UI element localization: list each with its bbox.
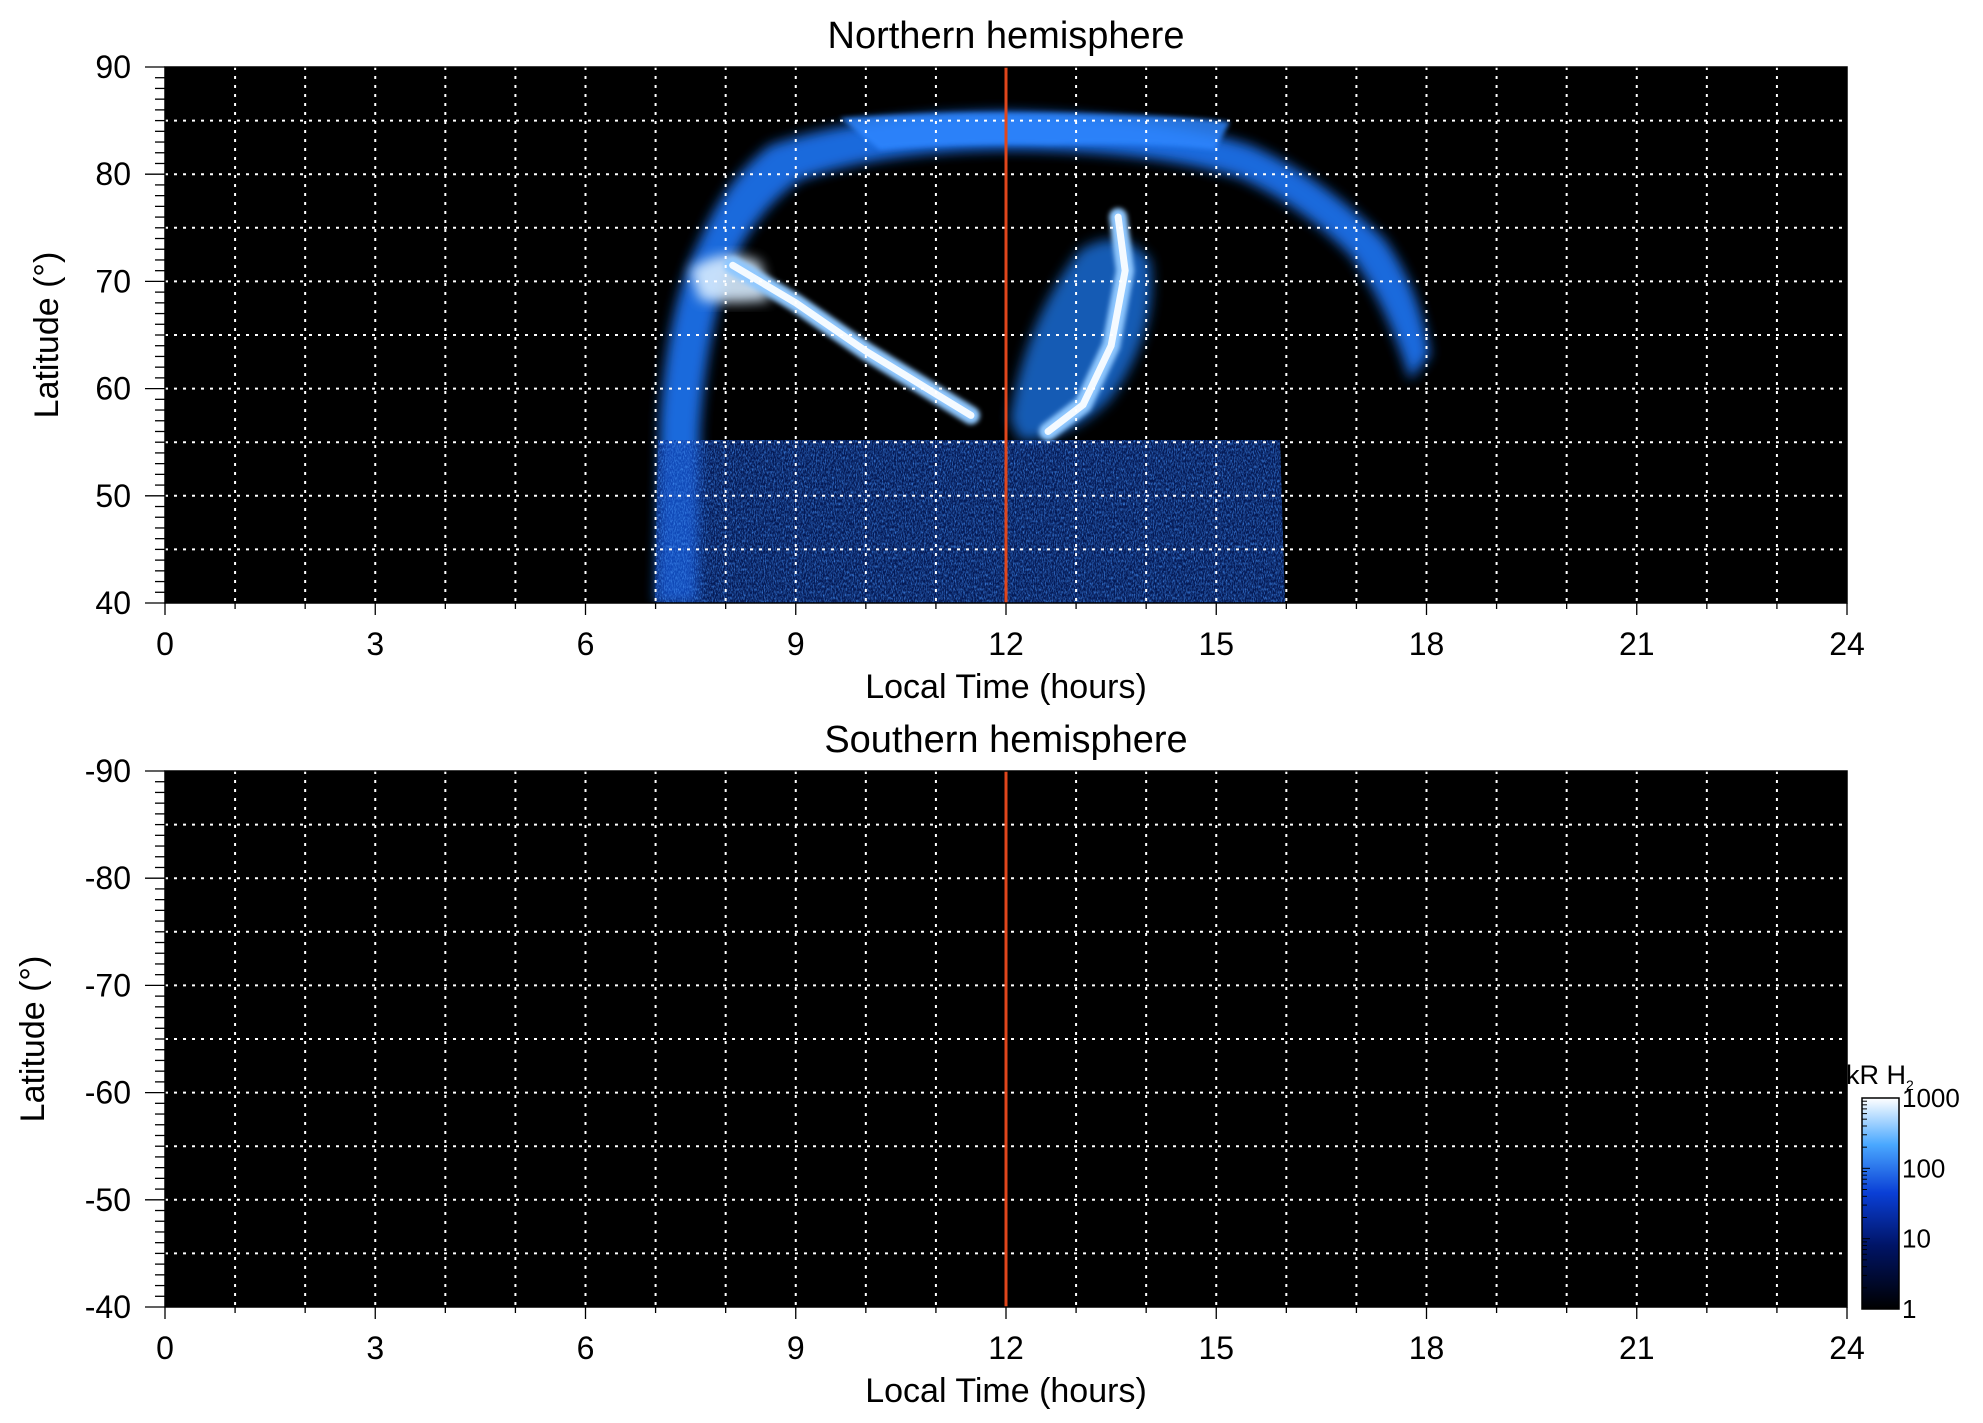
southern-x-tick-label: 15 [1198,1330,1234,1366]
southern-title: Southern hemisphere [824,719,1187,761]
northern-y-tick-label: 80 [95,156,131,192]
northern-y-axis-label: Latitude (°) [28,252,66,419]
northern-y-tick-label: 50 [95,478,131,514]
northern-x-minor-ticks [164,603,1848,615]
northern-x-tick-label: 9 [787,626,805,662]
southern-y-tick-labels: -40 -50 -60 -70 -80 -90 [85,753,131,1325]
northern-x-axis-label: Local Time (hours) [865,668,1147,706]
southern-x-tick-labels: 0 3 6 9 12 15 18 21 24 [156,1330,1865,1366]
southern-panel: Southern hemisphere 0 3 6 9 12 15 18 21 24 -40 -5… [14,719,1865,1410]
northern-y-tick-label: 60 [95,371,131,407]
northern-x-tick-label: 24 [1829,626,1865,662]
northern-y-tick-label: 90 [95,49,131,85]
southern-y-tick-label: -80 [85,860,131,896]
northern-bright-arc-dawn [729,261,975,419]
southern-y-tick-label: -60 [85,1075,131,1111]
northern-x-tick-label: 0 [156,626,174,662]
colorbar-tick-label: 1 [1902,1294,1916,1324]
northern-y-tick-label: 40 [95,585,131,621]
northern-polar-cap-band [840,112,1230,150]
northern-low-latitude-noise [655,440,1285,603]
southern-grid [165,771,1847,1307]
southern-y-axis-label: Latitude (°) [14,956,52,1123]
northern-y-tick-label: 70 [95,263,131,299]
northern-grid [165,67,1847,603]
colorbar-tick-label: 100 [1902,1153,1945,1183]
northern-panel: Northern hemisphere 0 3 6 9 12 15 18 21 24 90 80 7… [28,15,1865,706]
southern-x-axis-label: Local Time (hours) [865,1372,1147,1410]
northern-bright-arc-noon [1044,213,1129,435]
northern-y-tick-labels: 90 80 70 60 50 40 [95,49,131,621]
southern-x-tick-label: 6 [577,1330,595,1366]
southern-x-tick-label: 24 [1829,1330,1865,1366]
colorbar: kR H2 1000 100 10 1 [1846,1060,1960,1324]
southern-y-minor-ticks [145,770,165,1308]
southern-x-minor-ticks [164,1307,1848,1319]
colorbar-minor-ticks [1862,1100,1870,1310]
colorbar-tick-label: 1000 [1902,1083,1960,1113]
southern-x-tick-label: 3 [366,1330,384,1366]
northern-x-tick-label: 12 [988,626,1024,662]
southern-x-tick-label: 21 [1619,1330,1655,1366]
colorbar-tick-label: 10 [1902,1224,1931,1254]
colorbar-gradient [1861,1097,1900,1310]
southern-y-tick-label: -90 [85,753,131,789]
southern-x-tick-label: 0 [156,1330,174,1366]
colorbar-label: kR H2 [1846,1060,1914,1093]
northern-x-tick-labels: 0 3 6 9 12 15 18 21 24 [156,626,1865,662]
northern-x-tick-label: 15 [1198,626,1234,662]
northern-x-tick-label: 18 [1409,626,1445,662]
northern-title: Northern hemisphere [828,15,1185,57]
northern-x-tick-label: 3 [366,626,384,662]
northern-x-tick-label: 21 [1619,626,1655,662]
southern-x-tick-label: 18 [1409,1330,1445,1366]
northern-x-tick-label: 6 [577,626,595,662]
northern-emission [655,112,1430,603]
southern-y-tick-label: -70 [85,967,131,1003]
colorbar-tick-labels: 1000 100 10 1 [1902,1083,1960,1324]
southern-y-tick-label: -40 [85,1289,131,1325]
northern-y-minor-ticks [145,66,165,604]
southern-y-tick-label: -50 [85,1182,131,1218]
southern-x-tick-label: 9 [787,1330,805,1366]
southern-x-tick-label: 12 [988,1330,1024,1366]
